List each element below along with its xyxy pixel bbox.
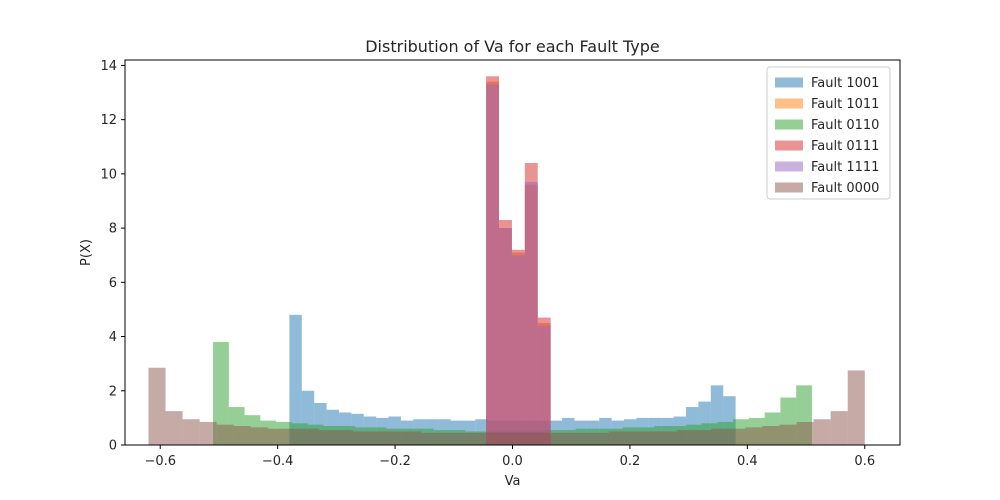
histogram-bars bbox=[148, 76, 865, 446]
x-axis-label: Va bbox=[505, 474, 521, 489]
histogram-bar bbox=[455, 432, 473, 445]
histogram-bar bbox=[847, 370, 865, 445]
histogram-bar bbox=[540, 432, 558, 445]
histogram-bar bbox=[284, 428, 302, 445]
histogram-bar bbox=[387, 431, 405, 445]
legend-label: Fault 0111 bbox=[811, 139, 879, 154]
histogram-bar bbox=[557, 432, 575, 445]
histogram-bar bbox=[830, 411, 848, 445]
histogram-bar bbox=[626, 431, 644, 445]
histogram-bar bbox=[233, 426, 251, 445]
y-tick-label: 10 bbox=[100, 167, 117, 182]
legend-label: Fault 1011 bbox=[811, 97, 879, 112]
histogram-bar bbox=[213, 341, 229, 445]
histogram-bar bbox=[216, 424, 234, 445]
x-tick-label: 0.4 bbox=[737, 454, 758, 469]
histogram-bar bbox=[506, 432, 524, 445]
histogram-bar bbox=[574, 432, 592, 445]
y-axis-ticks: 0 2 4 6 8 10 12 14 bbox=[100, 59, 125, 454]
x-tick-label: 0.2 bbox=[620, 454, 641, 469]
histogram-bar bbox=[779, 424, 797, 445]
histogram-bar bbox=[319, 430, 337, 445]
histogram-bar bbox=[660, 431, 678, 445]
y-tick-label: 14 bbox=[100, 59, 117, 74]
series-fault-1111 bbox=[486, 84, 551, 446]
legend-swatch bbox=[775, 140, 803, 151]
histogram-bar bbox=[523, 432, 541, 445]
x-tick-label: −0.2 bbox=[379, 454, 411, 469]
x-tick-label: 0.6 bbox=[854, 454, 875, 469]
histogram-bar bbox=[745, 427, 763, 445]
histogram-bar bbox=[591, 432, 609, 445]
legend-swatch bbox=[775, 182, 803, 193]
histogram-bar bbox=[182, 419, 200, 445]
histogram-bar bbox=[511, 255, 525, 445]
histogram-bar bbox=[643, 431, 661, 445]
histogram-bar bbox=[472, 432, 490, 445]
histogram-bar bbox=[537, 325, 551, 445]
y-tick-label: 4 bbox=[109, 330, 117, 345]
legend-label: Fault 0110 bbox=[811, 118, 879, 133]
legend-label: Fault 0000 bbox=[811, 181, 879, 196]
y-tick-label: 12 bbox=[100, 113, 117, 128]
series-fault-0000 bbox=[148, 367, 865, 445]
histogram-bar bbox=[289, 314, 302, 445]
histogram-bar bbox=[677, 430, 695, 445]
legend-label: Fault 1111 bbox=[811, 160, 879, 175]
histogram-bar bbox=[728, 428, 746, 445]
y-tick-label: 2 bbox=[109, 384, 117, 399]
histogram-bar bbox=[486, 84, 499, 446]
histogram-bar bbox=[199, 421, 217, 445]
histogram-bar bbox=[489, 432, 507, 445]
x-axis-ticks: −0.6 −0.4 −0.2 0.0 0.2 0.4 0.6 bbox=[144, 445, 875, 469]
histogram-bar bbox=[250, 427, 268, 445]
histogram-bar bbox=[438, 432, 456, 445]
histogram-bar bbox=[813, 419, 831, 445]
histogram-bar bbox=[694, 430, 712, 445]
chart-title: Distribution of Va for each Fault Type bbox=[365, 37, 660, 56]
histogram-bar bbox=[267, 428, 285, 445]
histogram-bar bbox=[524, 182, 538, 445]
y-tick-label: 0 bbox=[109, 439, 117, 454]
legend-swatch bbox=[775, 161, 803, 172]
histogram-bar bbox=[608, 431, 627, 445]
histogram-bar bbox=[498, 228, 512, 445]
histogram-bar bbox=[353, 431, 371, 445]
legend-swatch bbox=[775, 119, 803, 130]
x-tick-label: −0.6 bbox=[144, 454, 176, 469]
y-tick-label: 6 bbox=[109, 276, 117, 291]
x-tick-label: 0.0 bbox=[502, 454, 523, 469]
histogram-bar bbox=[711, 428, 729, 445]
legend-swatch bbox=[775, 77, 803, 88]
legend: Fault 1001 Fault 1011 Fault 0110 Fault 0111… bbox=[766, 66, 891, 200]
legend-label: Fault 1001 bbox=[811, 76, 879, 91]
histogram-bar bbox=[404, 431, 422, 445]
y-axis-label: P(X) bbox=[79, 239, 94, 266]
histogram-bar bbox=[421, 432, 439, 445]
histogram-bar bbox=[762, 426, 780, 445]
x-tick-label: −0.4 bbox=[262, 454, 294, 469]
histogram-bar bbox=[796, 421, 814, 445]
histogram-bar bbox=[370, 431, 388, 445]
y-tick-label: 8 bbox=[109, 222, 117, 237]
histogram-bar bbox=[301, 428, 320, 445]
histogram-bar bbox=[336, 430, 354, 445]
legend-swatch bbox=[775, 98, 803, 109]
histogram-bar bbox=[165, 411, 183, 445]
histogram-bar bbox=[148, 367, 166, 445]
